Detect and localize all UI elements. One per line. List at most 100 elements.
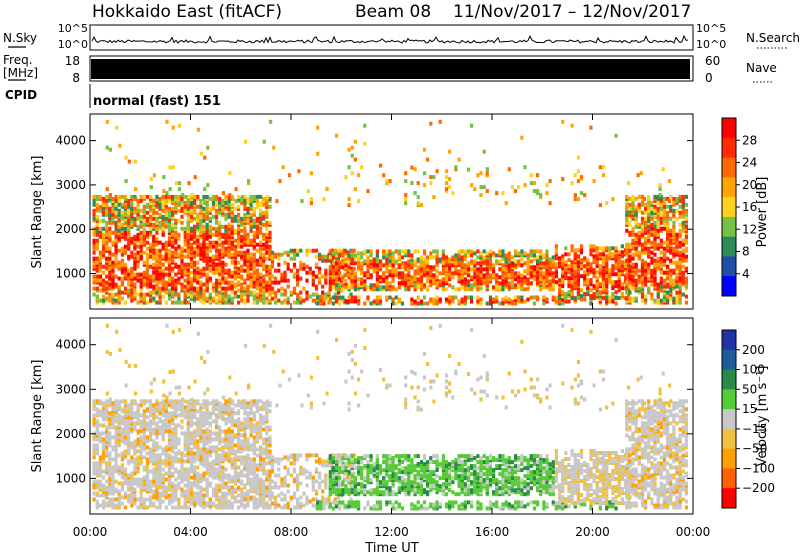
- power-cell: [211, 254, 216, 259]
- power-cell: [644, 246, 648, 251]
- power-cell: [539, 271, 543, 276]
- power-cell: [183, 226, 187, 231]
- power-cell: [335, 277, 339, 282]
- power-cell: [199, 230, 203, 235]
- power-cell: [174, 238, 178, 243]
- velocity-cell: [161, 491, 165, 496]
- power-cell: [628, 268, 632, 273]
- power-cell: [152, 222, 156, 227]
- power-cell: [249, 238, 253, 243]
- power-cell: [666, 264, 670, 269]
- power-cell: [672, 252, 676, 257]
- power-cell: [416, 265, 420, 270]
- power-cell: [311, 270, 315, 275]
- power-cell: [598, 264, 602, 269]
- power-cell: [105, 296, 109, 301]
- power-cell: [444, 287, 449, 292]
- velocity-cell: [108, 477, 112, 482]
- power-cell: [252, 284, 256, 289]
- power-cell: [650, 222, 654, 227]
- velocity-cell: [180, 465, 184, 470]
- power-cell: [224, 212, 228, 217]
- power-cell: [161, 222, 165, 227]
- power-cell: [105, 210, 109, 215]
- power-cell: [567, 276, 571, 281]
- power-cell: [413, 299, 417, 304]
- colorbar-swatch: [722, 177, 736, 198]
- velocity-cell: [171, 399, 175, 404]
- power-cell: [349, 292, 353, 297]
- power-cell: [152, 234, 156, 239]
- velocity-cell: [117, 453, 121, 458]
- power-cell: [227, 280, 231, 285]
- power-cell: [286, 296, 290, 301]
- power-cell: [230, 194, 234, 199]
- power-cell: [205, 202, 209, 207]
- power-cell: [158, 286, 162, 291]
- power-cell: [637, 286, 641, 291]
- power-cell: [286, 250, 290, 255]
- power-cell: [336, 290, 341, 295]
- power-cell: [378, 275, 383, 280]
- power-cell: [517, 285, 521, 290]
- power-cell: [463, 271, 467, 276]
- power-cell: [158, 252, 162, 257]
- power-cell: [501, 297, 505, 302]
- power-cell: [180, 226, 184, 231]
- velocity-cell: [95, 419, 99, 424]
- power-cell: [675, 294, 679, 299]
- power-cell: [149, 185, 153, 190]
- power-cell: [656, 220, 660, 225]
- velocity-cell: [120, 495, 124, 500]
- power-cell: [189, 270, 194, 275]
- power-cell: [548, 279, 552, 284]
- velocity-cell: [95, 399, 99, 404]
- power-cell: [120, 252, 124, 257]
- power-cell: [536, 265, 540, 270]
- power-cell: [328, 279, 332, 284]
- power-cell: [161, 282, 165, 287]
- power-cell: [130, 194, 134, 199]
- power-cell: [669, 232, 673, 237]
- velocity-cell: [174, 455, 178, 460]
- power-cell: [628, 220, 632, 225]
- power-cell: [246, 294, 250, 299]
- power-cell: [457, 253, 461, 258]
- power-cell: [666, 276, 670, 281]
- power-cell: [669, 296, 673, 301]
- power-cell: [488, 261, 493, 266]
- power-cell: [369, 273, 373, 278]
- power-cell: [363, 123, 367, 128]
- power-cell: [542, 285, 546, 290]
- power-cell: [589, 266, 593, 271]
- power-cell: [470, 267, 474, 272]
- power-cell: [429, 181, 433, 186]
- power-cell: [623, 278, 628, 283]
- power-cell: [495, 299, 499, 304]
- power-cell: [167, 278, 172, 283]
- power-cell: [255, 274, 259, 279]
- velocity-cell: [136, 449, 140, 454]
- power-cell: [161, 194, 165, 199]
- power-cell: [644, 260, 648, 265]
- power-cell: [108, 226, 112, 231]
- power-cell: [286, 262, 290, 267]
- power-cell: [268, 220, 272, 225]
- power-cell: [108, 212, 112, 217]
- power-cell: [92, 208, 96, 213]
- velocity-cell: [127, 415, 131, 420]
- power-cell: [108, 147, 112, 152]
- power-cell: [444, 175, 449, 180]
- power-cell: [526, 261, 530, 266]
- power-cell: [404, 171, 408, 176]
- power-cell: [335, 287, 339, 292]
- power-cell: [658, 187, 662, 192]
- power-cell: [270, 296, 275, 301]
- power-cell: [548, 287, 552, 292]
- power-cell: [369, 259, 373, 264]
- power-cell: [640, 194, 645, 199]
- power-cell: [252, 194, 256, 199]
- velocity-cell: [123, 467, 128, 472]
- velocity-cell: [139, 477, 143, 482]
- power-cell: [186, 216, 190, 221]
